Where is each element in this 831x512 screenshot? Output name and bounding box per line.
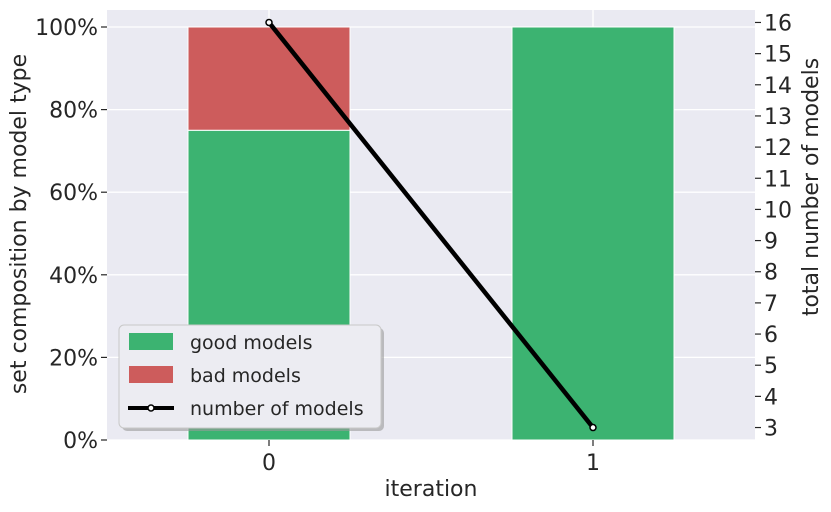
- right-tick-label-2: 5: [764, 354, 778, 379]
- left-y-axis: 0% 20% 40% 60% 80% 100%: [35, 16, 107, 454]
- right-tick-label-8: 11: [764, 167, 792, 192]
- legend-swatch-marker: [147, 404, 155, 412]
- left-tick-label-1: 20%: [49, 346, 98, 371]
- x-axis-label: iteration: [385, 477, 478, 502]
- left-tick-label-5: 100%: [35, 16, 98, 41]
- right-y-axis: 3 4 5 6 7 8 9 10 11 12 13 14 15 16: [755, 11, 792, 442]
- line-series: [265, 18, 597, 432]
- x-tick-label-1: 1: [586, 451, 600, 476]
- right-tick-label-4: 7: [764, 292, 778, 317]
- right-tick-label-7: 10: [764, 198, 792, 223]
- left-tick-label-2: 40%: [49, 264, 98, 289]
- right-tick-label-5: 8: [764, 261, 778, 286]
- right-tick-label-9: 12: [764, 136, 792, 161]
- left-tick-label-4: 80%: [49, 99, 98, 124]
- bar-bad-models-0: [187, 26, 351, 131]
- legend-label-good: good models: [190, 332, 312, 354]
- y-axis-label: set composition by model type: [7, 54, 32, 394]
- right-tick-label-3: 6: [764, 323, 778, 348]
- line-point-0: [265, 18, 273, 27]
- right-tick-label-10: 13: [764, 105, 792, 130]
- bar-good-models-1: [511, 26, 675, 441]
- legend-swatch-good: [129, 333, 173, 350]
- legend-swatch-bad: [129, 366, 173, 383]
- right-tick-label-11: 14: [764, 74, 792, 99]
- right-tick-label-6: 9: [764, 230, 778, 255]
- x-tick-label-0: 0: [262, 451, 276, 476]
- right-tick-label-0: 3: [764, 417, 778, 442]
- legend-box: [118, 324, 382, 429]
- legend: good models bad models number of models: [118, 324, 384, 431]
- series-line-number-of-models: [267, 21, 595, 429]
- left-tick-label-0: 0%: [63, 429, 98, 454]
- legend-label-bad: bad models: [190, 365, 301, 387]
- right-y-axis-label: total number of models: [799, 58, 824, 316]
- right-tick-label-12: 15: [764, 43, 792, 68]
- line-point-1: [589, 423, 597, 432]
- legend-label-line: number of models: [190, 398, 364, 420]
- right-tick-label-1: 4: [764, 385, 778, 410]
- right-tick-label-13: 16: [764, 11, 792, 36]
- left-tick-label-3: 60%: [49, 181, 98, 206]
